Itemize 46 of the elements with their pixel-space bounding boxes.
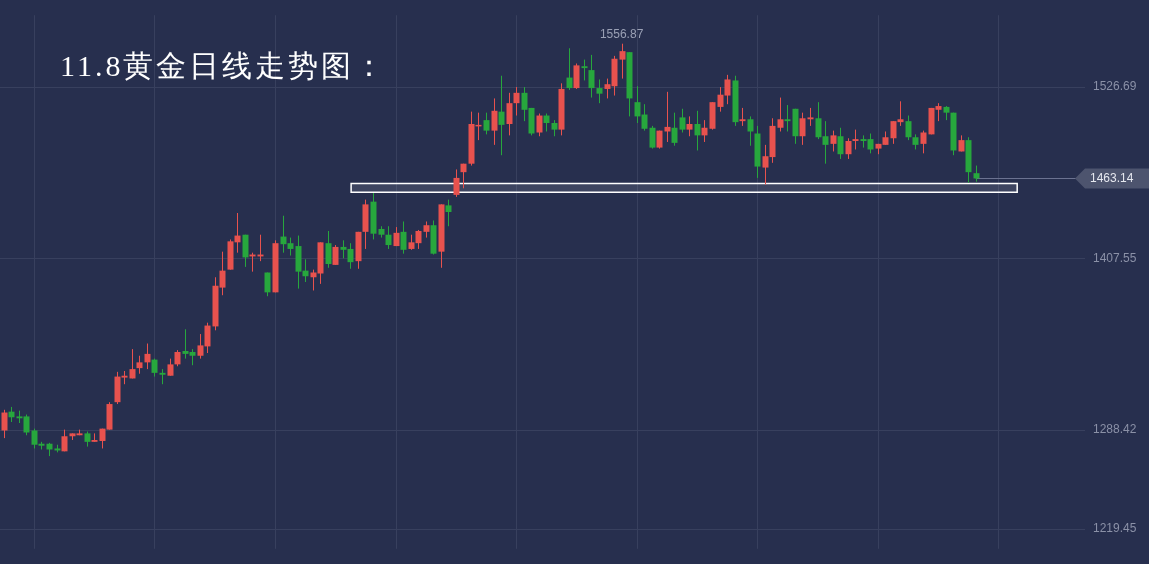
candlestick (649, 125, 656, 150)
candlestick (453, 168, 460, 198)
candlestick (845, 137, 852, 160)
candlestick (747, 115, 754, 147)
candlestick (1, 409, 8, 439)
candlestick (498, 75, 505, 156)
candlestick (573, 63, 580, 90)
candlestick (445, 199, 452, 227)
candlestick (400, 220, 407, 255)
candlestick (460, 163, 467, 189)
candlestick (588, 54, 595, 99)
candlestick (513, 86, 520, 117)
y-tick-label: 1288.42 (1093, 421, 1137, 436)
candlestick (566, 47, 573, 91)
candlestick (686, 115, 693, 137)
ref-line-label: 1463.14 (1090, 170, 1134, 185)
candlestick (694, 110, 701, 151)
candlestick (701, 119, 708, 143)
candlestick (905, 115, 912, 141)
candlestick (679, 108, 686, 133)
candlestick (581, 59, 588, 81)
y-tick-label: 1407.55 (1093, 250, 1137, 265)
candlestick (671, 112, 678, 147)
candlestick (596, 78, 603, 104)
text: 11.8黄金日线走势图： (60, 48, 388, 84)
candlestick (799, 112, 806, 146)
candlestick (129, 348, 136, 379)
candlestick (536, 113, 543, 137)
candlestick (852, 129, 859, 150)
candlestick (506, 92, 513, 136)
candlestick (385, 225, 392, 250)
candlestick (332, 244, 339, 266)
candlestick (837, 127, 844, 160)
candlestick (242, 234, 249, 268)
candlestick (491, 97, 498, 146)
candlestick (784, 104, 791, 132)
candlestick (920, 130, 927, 154)
y-tick-label: 1219.45 (1093, 521, 1137, 536)
annotation: 1556.87 (599, 27, 644, 42)
candlestick (619, 43, 626, 80)
candlestick (325, 230, 332, 269)
candlestick (144, 343, 151, 370)
candlestick (777, 97, 784, 132)
y-tick-label: 1526.69 (1093, 79, 1137, 94)
candlestick (830, 130, 837, 152)
candlestick (483, 112, 490, 135)
